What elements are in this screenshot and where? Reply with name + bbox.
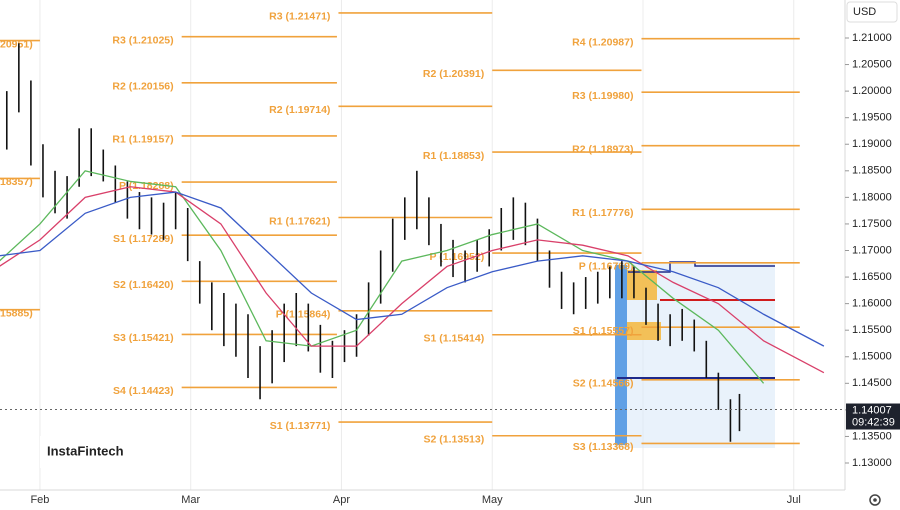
moving-average-line — [0, 170, 765, 384]
pivot-label: S4 (1.14423) — [113, 385, 174, 397]
pivot-label: S1 (1.15557) — [573, 325, 634, 337]
y-tick-label: 1.21000 — [852, 32, 892, 44]
pivot-label: S1 (1.13771) — [270, 420, 331, 432]
x-tick-label: Jun — [634, 494, 652, 506]
y-tick-label: 1.20500 — [852, 58, 892, 70]
y-tick-label: 1.13500 — [852, 430, 892, 442]
current-price-label: 1.14007 — [852, 404, 892, 416]
moving-average-line — [0, 186, 825, 374]
y-tick-label: 1.17000 — [852, 244, 892, 256]
currency-label[interactable]: USD — [853, 6, 876, 18]
volume-profile — [615, 265, 627, 445]
y-tick-label: 1.13000 — [852, 457, 892, 469]
pivot-label: 18357) — [0, 176, 33, 188]
pivot-label: S3 (1.15421) — [113, 332, 174, 344]
pivot-label: P (1.16769) — [579, 261, 634, 273]
pivot-label: R4 (1.20987) — [572, 36, 633, 48]
pivot-label: P (1.15864) — [276, 309, 331, 321]
x-tick-label: May — [482, 494, 503, 506]
pivot-label: S2 (1.14566) — [573, 378, 634, 390]
y-tick-label: 1.17500 — [852, 218, 892, 230]
logo-box — [40, 436, 182, 468]
pivot-label: R1 (1.19157) — [112, 134, 173, 146]
pivot-label: P (1.18288) — [119, 180, 174, 192]
pivot-label: R2 (1.18973) — [572, 143, 633, 155]
pivot-label: S1 (1.17289) — [113, 233, 174, 245]
pivot-label: S2 (1.13513) — [424, 434, 485, 446]
pivot-label: P (1.16952) — [430, 251, 485, 263]
y-tick-label: 1.18500 — [852, 165, 892, 177]
pivot-label: S1 (1.15414) — [424, 333, 485, 345]
y-tick-label: 1.18000 — [852, 191, 892, 203]
pivot-label: R3 (1.19980) — [572, 90, 633, 102]
y-tick-label: 1.19000 — [852, 138, 892, 150]
moving-average-line — [0, 191, 825, 347]
x-tick-label: Feb — [30, 494, 49, 506]
pivot-label: R1 (1.18853) — [423, 150, 484, 162]
pivot-label: R3 (1.21025) — [112, 34, 173, 46]
y-tick-label: 1.15500 — [852, 324, 892, 336]
pivot-label: R3 (1.21471) — [269, 11, 330, 23]
current-price-box — [846, 403, 900, 430]
pivot-label: S3 (1.13368) — [573, 441, 634, 453]
pivot-label: 15885) — [0, 308, 33, 320]
pivot-label: 20951) — [0, 38, 33, 50]
pivot-label: R2 (1.20391) — [423, 68, 484, 80]
x-tick-label: Apr — [333, 494, 350, 506]
x-tick-label: Jul — [787, 494, 801, 506]
pivot-label: R2 (1.19714) — [269, 104, 330, 116]
y-tick-label: 1.16000 — [852, 298, 892, 310]
current-time-label: 09:42:39 — [852, 416, 895, 428]
pivot-label: R1 (1.17621) — [269, 215, 330, 227]
y-tick-label: 1.14500 — [852, 377, 892, 389]
y-tick-label: 1.16500 — [852, 271, 892, 283]
pivot-label: S2 (1.16420) — [113, 279, 174, 291]
pivot-label: R1 (1.17776) — [572, 207, 633, 219]
settings-icon — [873, 498, 877, 502]
settings-button[interactable] — [869, 494, 881, 506]
x-tick-label: Mar — [181, 494, 200, 506]
currency-button[interactable] — [846, 1, 898, 23]
y-tick-label: 1.19500 — [852, 112, 892, 124]
y-tick-label: 1.15000 — [852, 351, 892, 363]
volume-profile — [627, 270, 657, 300]
pivot-label: R2 (1.20156) — [112, 81, 173, 93]
time-axis-panel — [0, 490, 900, 510]
y-tick-label: 1.20000 — [852, 85, 892, 97]
brand-logo: InstaFintech — [47, 443, 124, 458]
